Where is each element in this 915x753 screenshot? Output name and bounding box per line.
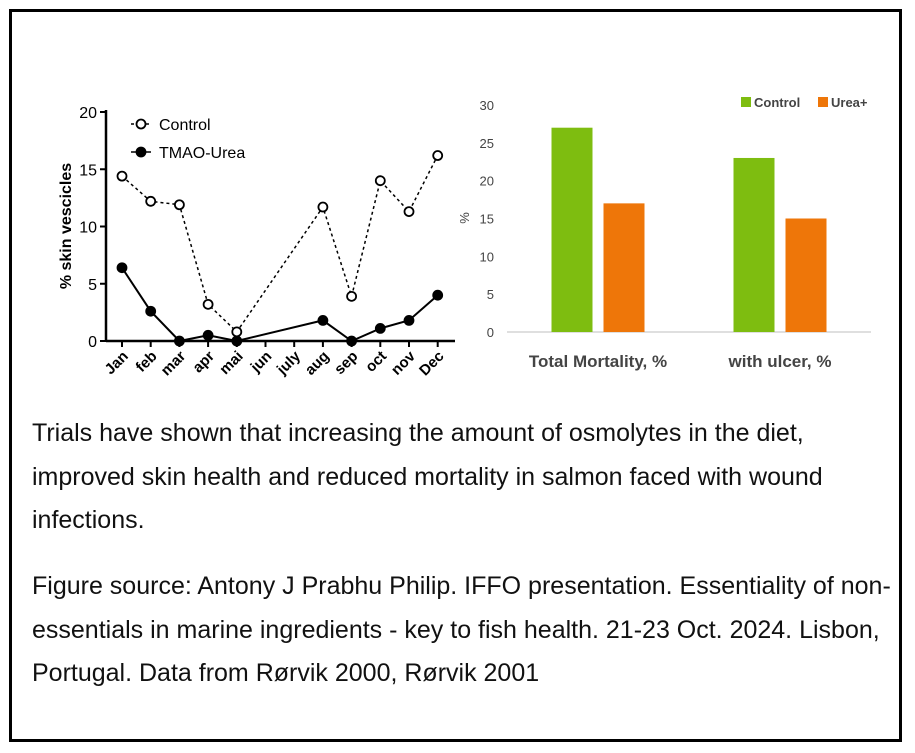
line-y-tick-label: 20	[79, 105, 97, 122]
line-y-axis-label: % skin vescicles	[58, 163, 75, 289]
data-point	[231, 335, 243, 347]
data-point	[173, 335, 185, 347]
legend-label: TMAO-Urea	[159, 145, 245, 162]
line-x-tick-label: jun	[247, 348, 276, 377]
data-point	[317, 201, 329, 213]
line-x-tick-label: july	[273, 347, 304, 378]
bar-legend-label: Urea+	[831, 95, 868, 110]
bar-y-tick-label: 0	[487, 325, 494, 340]
bar-y-tick-label: 10	[480, 249, 494, 264]
bar-y-axis-label: %	[457, 212, 472, 224]
data-point	[202, 298, 214, 310]
bar-control-total-mortality	[551, 127, 593, 332]
bar-x-tick-label: with ulcer, %	[728, 352, 832, 371]
series-line-tmao-urea	[121, 267, 439, 343]
line-x-tick-label: sep	[331, 348, 361, 378]
legend-marker	[135, 118, 147, 130]
data-point	[374, 175, 386, 187]
data-point	[173, 199, 185, 211]
bar-urea-total-mortality	[603, 203, 645, 332]
data-point	[374, 323, 386, 334]
series-line-control	[121, 155, 439, 333]
bar-y-tick-label: 25	[480, 136, 494, 151]
bar-urea-with-ulcer	[785, 218, 827, 332]
line-x-tick-label: oct	[362, 348, 390, 376]
line-y-tick-label: 15	[79, 162, 97, 179]
line-x-tick-label: Dec	[416, 348, 447, 379]
data-point	[145, 195, 157, 207]
bar-legend-swatch	[741, 97, 751, 107]
line-x-tick-label: feb	[133, 348, 161, 376]
data-point	[346, 335, 358, 347]
line-x-tick-label: nov	[388, 347, 419, 378]
bar-y-tick-label: 5	[487, 287, 494, 302]
bar-y-tick-label: 15	[480, 212, 494, 227]
data-point	[231, 326, 243, 338]
line-y-tick-label: 0	[88, 334, 97, 351]
line-x-tick-label: aug	[302, 348, 333, 379]
data-point	[145, 305, 157, 317]
data-point	[432, 289, 444, 301]
figure-frame	[9, 9, 902, 742]
line-x-tick-label: mar	[158, 348, 190, 380]
data-point	[403, 206, 415, 218]
bar-control-with-ulcer	[733, 157, 775, 332]
data-point	[317, 314, 329, 326]
data-point	[202, 329, 214, 341]
legend-label: Control	[159, 117, 211, 134]
data-point	[403, 314, 415, 326]
data-point	[116, 170, 128, 182]
line-y-tick-label: 10	[79, 220, 97, 237]
data-point	[116, 262, 128, 274]
line-x-tick-label: Jan	[102, 348, 132, 378]
source-paragraph: Figure source: Antony J Prabhu Philip. I…	[32, 572, 891, 687]
line-x-tick-label: mai	[216, 348, 246, 378]
line-x-tick-label: apr	[189, 348, 218, 377]
bar-legend-label: Control	[754, 95, 800, 110]
data-point	[346, 290, 358, 302]
bar-legend-swatch	[818, 97, 828, 107]
caption-paragraph: Trials have shown that increasing the am…	[32, 419, 823, 534]
bar-y-tick-label: 30	[480, 98, 494, 113]
legend-marker	[135, 146, 147, 158]
line-y-tick-label: 5	[88, 277, 97, 294]
data-point	[432, 150, 444, 161]
bar-x-tick-label: Total Mortality, %	[529, 352, 667, 371]
bar-y-tick-label: 20	[480, 174, 494, 189]
